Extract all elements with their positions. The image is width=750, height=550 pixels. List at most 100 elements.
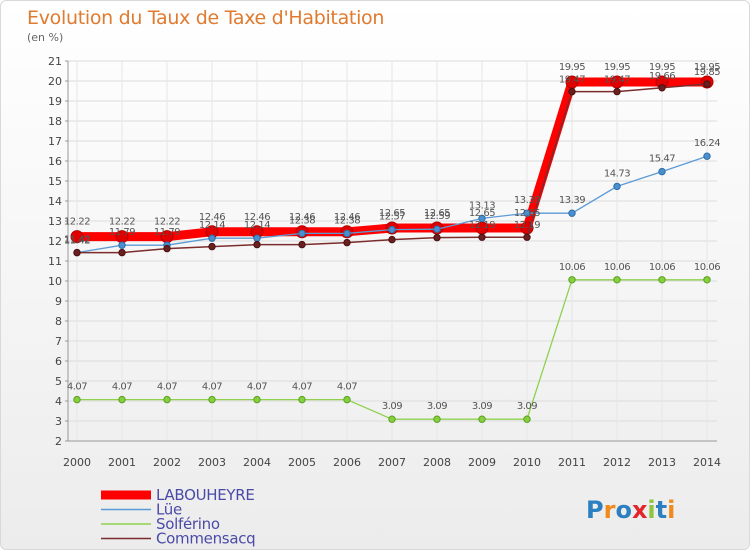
data-label: 12.59 (424, 211, 450, 222)
logo-letter: i (667, 496, 675, 524)
data-label: 12.65 (469, 208, 495, 219)
data-point (208, 234, 216, 242)
data-label: 12.46 (199, 212, 225, 223)
data-point (208, 395, 216, 404)
data-point (298, 229, 306, 238)
data-point (613, 276, 621, 284)
y-tick-label: 17 (48, 135, 62, 148)
x-tick-label: 2007 (378, 456, 406, 469)
y-tick-label: 18 (48, 115, 62, 128)
y-tick-label: 2 (55, 435, 62, 448)
logo-letter: i (647, 496, 655, 524)
logo-letter: o (615, 496, 632, 524)
legend-label: Lüe (156, 501, 182, 519)
series-layer: 12.22 12.22 12.22 12.46 12.46 12.46 12.46 12.65… (64, 62, 721, 423)
data-label: 12.65 (514, 208, 540, 219)
data-point (658, 276, 666, 284)
data-label: 12.38 (289, 215, 315, 226)
legend-label: Commensacq (156, 530, 255, 548)
data-label: 3.09 (382, 401, 402, 412)
data-point (253, 240, 261, 249)
data-point (433, 233, 441, 242)
data-point (478, 415, 486, 423)
data-label: 10.06 (694, 262, 720, 273)
x-tick-label: 2014 (693, 456, 721, 469)
data-label: 19.95 (559, 62, 585, 73)
data-labels-2: 11.42 11.79 11.79 12.14 12.14 12.38 12.38 12.57… (64, 138, 721, 246)
data-point (433, 415, 441, 423)
x-tick-label: 2006 (333, 456, 361, 469)
data-point (73, 395, 81, 404)
x-tick-label: 2003 (198, 456, 226, 469)
series-4 (73, 80, 711, 257)
data-label: 11.42 (64, 236, 90, 247)
data-point (118, 248, 126, 257)
logo-letter: r (604, 496, 616, 524)
data-label: 3.09 (472, 401, 492, 412)
logo-text: Proxiti (586, 496, 675, 524)
axes: 2 3 4 5 6 7 8 9 10 11 12 13 14 15 16 17 18 19 20 21 2000 2001… (48, 55, 721, 469)
data-label: 4.07 (67, 382, 87, 393)
data-label: 13.39 (559, 195, 585, 206)
y-tick-label: 4 (55, 395, 62, 408)
data-label: 12.57 (379, 212, 405, 223)
logo-letter: t (656, 496, 667, 524)
data-point (118, 241, 126, 249)
x-tick-label: 2004 (243, 456, 271, 469)
data-label: 13.13 (469, 200, 495, 211)
data-label: 4.07 (202, 382, 222, 393)
data-point (253, 395, 261, 404)
data-point (70, 230, 84, 244)
data-point (703, 80, 711, 88)
logo-letter: P (586, 496, 604, 524)
data-point (343, 229, 351, 238)
y-tick-label: 14 (48, 195, 62, 208)
data-label: 4.07 (112, 382, 132, 393)
data-point (658, 84, 666, 92)
data-point (208, 242, 216, 251)
data-point (343, 395, 351, 404)
legend-label: LABOUHEYRE (156, 486, 255, 504)
x-tick-label: 2013 (648, 456, 676, 469)
data-label: 15.47 (649, 154, 675, 165)
y-tick-label: 5 (55, 375, 62, 388)
data-point (73, 248, 81, 257)
data-point (613, 87, 621, 96)
data-label: 12.46 (289, 212, 315, 223)
data-point (703, 276, 711, 284)
data-label: 3.09 (427, 401, 447, 412)
data-label: 19.95 (649, 62, 675, 73)
data-label: 12.19 (469, 220, 495, 231)
y-tick-label: 16 (48, 155, 62, 168)
data-point (703, 152, 711, 160)
data-label: 12.22 (154, 217, 180, 228)
data-label: 19.47 (604, 75, 630, 86)
data-point (523, 233, 531, 241)
data-label: 4.07 (247, 382, 267, 393)
data-point (433, 225, 441, 233)
data-label: 10.06 (559, 262, 585, 273)
data-point (253, 234, 261, 242)
series-3 (73, 276, 711, 423)
data-point (478, 214, 486, 223)
chart-title: Evolution du Taux de Taxe d'Habitation (27, 7, 385, 29)
data-label: 13.39 (514, 195, 540, 206)
x-tick-label: 2008 (423, 456, 451, 469)
y-tick-label: 13 (48, 215, 62, 228)
data-label: 4.07 (157, 382, 177, 393)
data-point (568, 87, 576, 96)
y-tick-label: 11 (48, 255, 62, 268)
y-tick-label: 7 (55, 335, 62, 348)
x-tick-label: 2010 (513, 456, 541, 469)
y-tick-label: 19 (48, 95, 62, 108)
y-tick-label: 8 (55, 315, 62, 328)
data-label: 12.14 (244, 220, 270, 231)
data-label: 11.42 (64, 235, 90, 246)
y-tick-label: 12 (48, 235, 62, 248)
data-point (523, 209, 531, 217)
data-labels-4: 11.42 12.19 12.19 19.47 19.47 19.66 19.85 (64, 67, 721, 247)
data-point (298, 240, 306, 249)
